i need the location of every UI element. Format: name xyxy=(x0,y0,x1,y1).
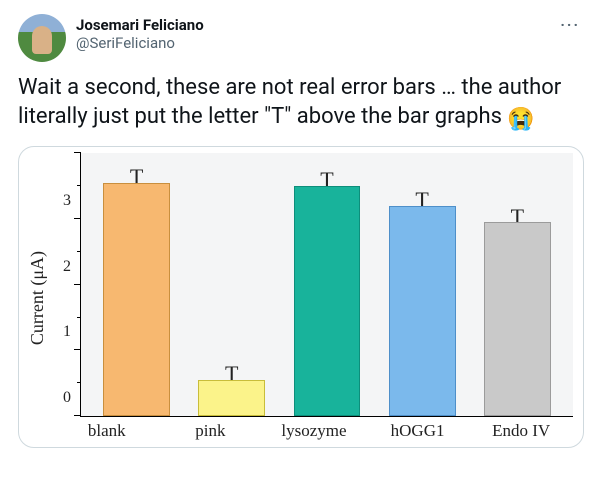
author-block[interactable]: Josemari Feliciano @SeriFeliciano xyxy=(76,14,546,52)
tweet-text: Wait a second, these are not real error … xyxy=(18,74,584,134)
bar xyxy=(294,186,361,416)
ytick-label: 2 xyxy=(63,258,71,276)
avatar[interactable] xyxy=(18,14,66,62)
bar xyxy=(484,222,551,416)
tweet-text-content: Wait a second, these are not real error … xyxy=(18,75,561,129)
bar xyxy=(198,380,265,416)
author-name: Josemari Feliciano xyxy=(76,16,546,34)
x-axis-labels: blankpinklysozymehOGG1Endo IV xyxy=(25,421,573,441)
y-axis-label: Current (μA) xyxy=(25,251,50,345)
bar-column: T xyxy=(475,153,561,416)
ytick-major xyxy=(74,152,81,153)
tweet-card: Josemari Feliciano @SeriFeliciano ··· Wa… xyxy=(0,0,602,466)
ytick-major xyxy=(74,349,81,350)
bar xyxy=(103,183,170,416)
ytick-label: 3 xyxy=(63,192,71,210)
x-axis-label: pink xyxy=(164,421,257,441)
author-handle: @SeriFeliciano xyxy=(76,34,546,52)
ytick-minor xyxy=(77,317,81,318)
loudly-crying-emoji: 😭 xyxy=(507,106,534,135)
ytick-minor xyxy=(77,251,81,252)
ytick-minor xyxy=(77,382,81,383)
x-axis-label: lysozyme xyxy=(267,421,360,441)
tweet-header: Josemari Feliciano @SeriFeliciano ··· xyxy=(18,14,584,62)
ytick-label: 0 xyxy=(63,389,71,407)
ytick-major xyxy=(74,415,81,416)
ytick-minor xyxy=(77,185,81,186)
x-axis-label: Endo IV xyxy=(475,421,568,441)
bar-column: T xyxy=(189,153,275,416)
bar-chart: Current (μA) TTTTT 01234 xyxy=(25,153,573,443)
ytick-major xyxy=(74,284,81,285)
bar-column: T xyxy=(284,153,370,416)
ytick-major xyxy=(74,218,81,219)
bar xyxy=(389,206,456,416)
bar-column: T xyxy=(379,153,465,416)
x-axis-label: hOGG1 xyxy=(371,421,464,441)
ytick-label: 1 xyxy=(63,323,71,341)
more-icon[interactable]: ··· xyxy=(556,14,584,36)
plot-area: TTTTT 01234 xyxy=(80,153,573,417)
bar-column: T xyxy=(94,153,180,416)
embedded-image[interactable]: Current (μA) TTTTT 01234 blankpinklysozy… xyxy=(18,146,584,448)
bars-container: TTTTT xyxy=(81,153,573,416)
